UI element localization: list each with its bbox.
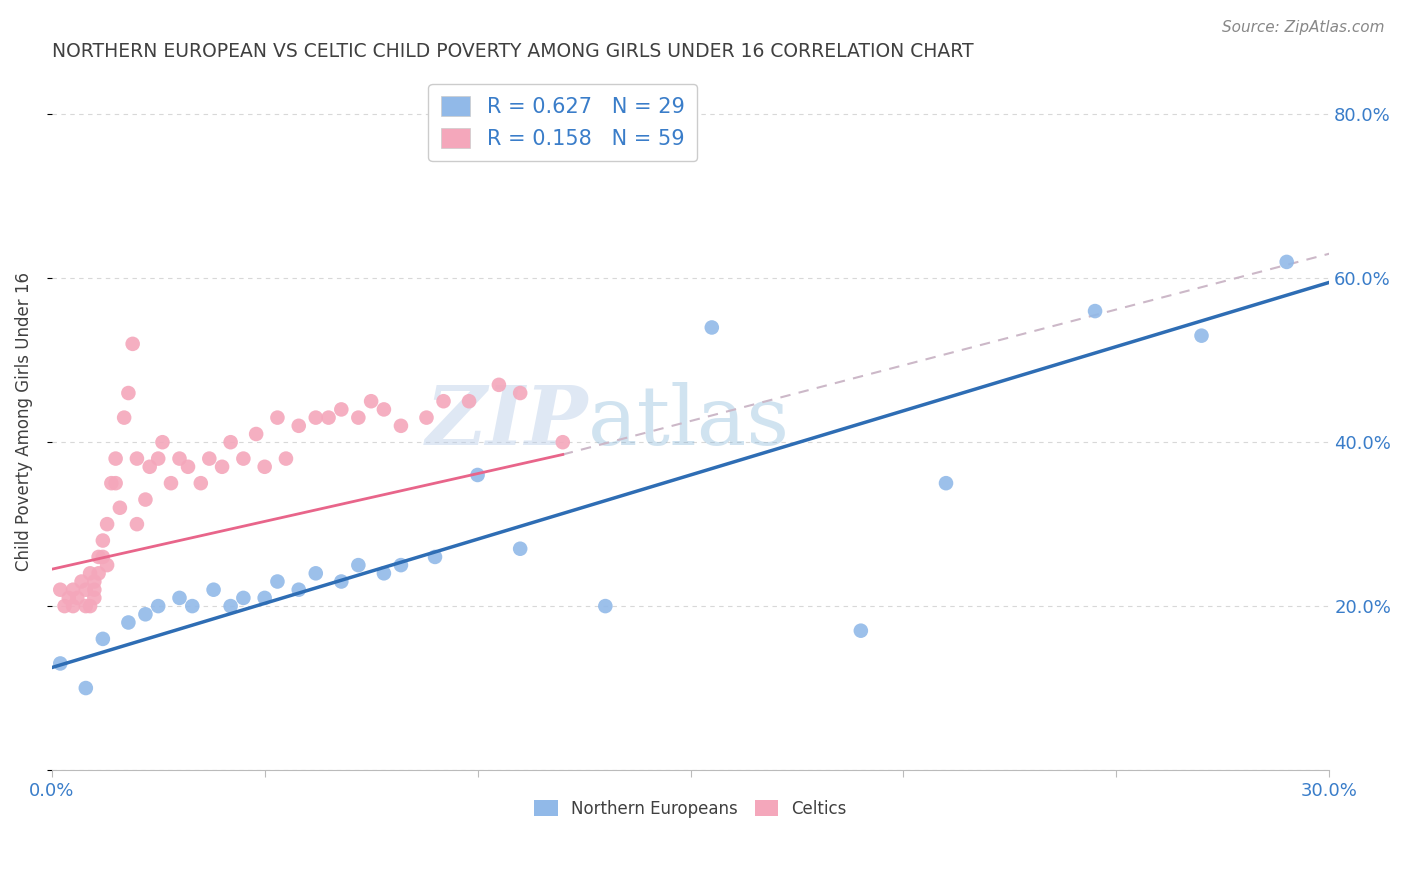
Point [287,418,309,433]
Point [125,451,148,466]
Y-axis label: Child Poverty Among Girls Under 16: Child Poverty Among Girls Under 16 [15,272,32,571]
Point [75,681,97,695]
Point [62,599,84,613]
Text: ZIP: ZIP [426,382,588,462]
Point [134,492,156,507]
Point [432,394,454,409]
Point [100,476,122,491]
Point [232,591,254,605]
Point [148,599,170,613]
Point [467,467,489,482]
Point [70,574,93,589]
Point [49,582,72,597]
Point [373,402,395,417]
Point [198,451,221,466]
Point [287,582,309,597]
Point [360,394,382,409]
Point [318,410,340,425]
Point [219,599,242,613]
Point [91,632,114,646]
Point [83,582,105,597]
Point [389,558,412,573]
Point [253,591,276,605]
Point [138,459,160,474]
Point [935,476,957,491]
Point [211,459,233,474]
Point [700,320,723,334]
Point [266,410,288,425]
Point [509,541,531,556]
Point [509,386,531,401]
Point [117,615,139,630]
Point [177,459,200,474]
Point [232,451,254,466]
Point [148,451,170,466]
Point [87,549,110,564]
Point [1084,304,1107,318]
Point [96,558,118,573]
Point [91,549,114,564]
Point [58,591,80,605]
Point [330,402,353,417]
Point [152,435,174,450]
Point [75,599,97,613]
Point [190,476,212,491]
Point [87,566,110,581]
Point [104,476,127,491]
Point [1191,328,1213,343]
Point [330,574,353,589]
Point [53,599,76,613]
Point [488,377,510,392]
Point [458,394,481,409]
Point [373,566,395,581]
Point [96,517,118,532]
Point [66,591,89,605]
Point [347,410,370,425]
Point [347,558,370,573]
Point [266,574,288,589]
Point [83,591,105,605]
Point [121,336,143,351]
Point [389,418,412,433]
Point [415,410,437,425]
Point [112,410,135,425]
Point [849,624,872,638]
Point [245,427,267,442]
Point [160,476,183,491]
Point [595,599,617,613]
Point [1275,255,1298,269]
Point [181,599,204,613]
Point [79,566,101,581]
Text: Source: ZipAtlas.com: Source: ZipAtlas.com [1222,20,1385,35]
Point [423,549,446,564]
Point [62,582,84,597]
Point [134,607,156,622]
Point [91,533,114,548]
Text: atlas: atlas [588,382,790,462]
Point [169,451,191,466]
Point [79,599,101,613]
Point [253,459,276,474]
Point [117,386,139,401]
Point [551,435,574,450]
Point [83,574,105,589]
Text: NORTHERN EUROPEAN VS CELTIC CHILD POVERTY AMONG GIRLS UNDER 16 CORRELATION CHART: NORTHERN EUROPEAN VS CELTIC CHILD POVERT… [52,42,973,61]
Point [305,566,328,581]
Point [75,582,97,597]
Point [49,657,72,671]
Point [104,451,127,466]
Point [305,410,328,425]
Point [169,591,191,605]
Point [274,451,297,466]
Point [108,500,131,515]
Point [125,517,148,532]
Legend: Northern Europeans, Celtics: Northern Europeans, Celtics [527,793,853,824]
Point [219,435,242,450]
Point [202,582,225,597]
